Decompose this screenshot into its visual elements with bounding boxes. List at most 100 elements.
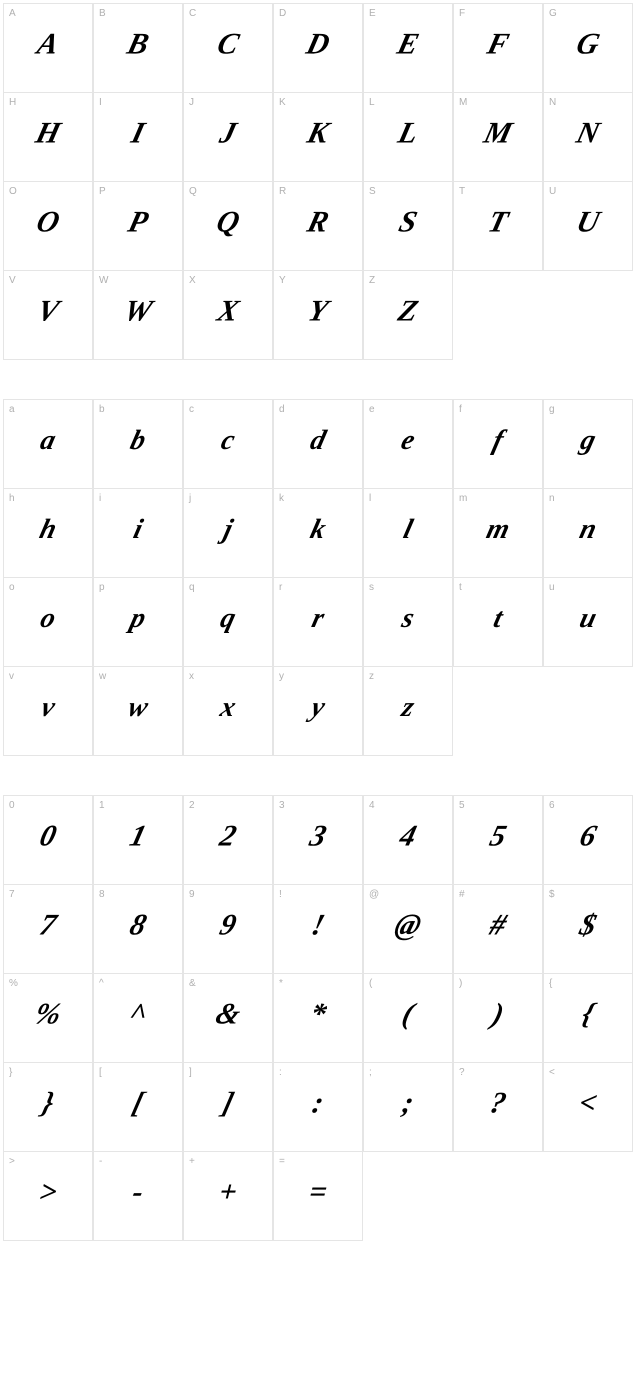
glyph-cell[interactable]: ^^ — [93, 973, 183, 1063]
glyph-label: X — [189, 275, 196, 286]
glyph-cell[interactable]: yy — [273, 666, 363, 756]
glyph-cell[interactable]: 77 — [3, 884, 93, 974]
glyph-cell[interactable]: %% — [3, 973, 93, 1063]
glyph-label: T — [459, 186, 465, 197]
glyph-label: z — [369, 671, 374, 682]
glyph-cell[interactable]: WW — [93, 270, 183, 360]
glyph-cell[interactable]: BB — [93, 3, 183, 93]
glyph-cell[interactable]: (( — [363, 973, 453, 1063]
glyph-cell[interactable]: tt — [453, 577, 543, 667]
glyph-cell[interactable]: OO — [3, 181, 93, 271]
glyph-cell[interactable]: 99 — [183, 884, 273, 974]
glyph-cell[interactable]: YY — [273, 270, 363, 360]
glyph-cell[interactable]: SS — [363, 181, 453, 271]
glyph-cell[interactable]: -- — [93, 1151, 183, 1241]
glyph-cell[interactable]: zz — [363, 666, 453, 756]
glyph-cell[interactable]: 55 — [453, 795, 543, 885]
glyph-cell[interactable]: EE — [363, 3, 453, 93]
glyph-cell[interactable]: 00 — [3, 795, 93, 885]
glyph-cell[interactable]: @@ — [363, 884, 453, 974]
glyph-cell[interactable]: ]] — [183, 1062, 273, 1152]
glyph-cell[interactable]: QQ — [183, 181, 273, 271]
glyph-cell[interactable]: pp — [93, 577, 183, 667]
glyph-cell[interactable]: TT — [453, 181, 543, 271]
glyph-cell[interactable]: NN — [543, 92, 633, 182]
glyph-cell[interactable]: XX — [183, 270, 273, 360]
glyph-display: d — [307, 425, 329, 457]
glyph-label: d — [279, 404, 285, 415]
glyph-cell[interactable]: nn — [543, 488, 633, 578]
glyph-cell[interactable]: xx — [183, 666, 273, 756]
glyph-cell[interactable]: ## — [453, 884, 543, 974]
glyph-cell[interactable]: UU — [543, 181, 633, 271]
glyph-cell[interactable]: )) — [453, 973, 543, 1063]
glyph-cell[interactable]: && — [183, 973, 273, 1063]
glyph-cell[interactable]: ii — [93, 488, 183, 578]
glyph-cell[interactable]: :: — [273, 1062, 363, 1152]
glyph-cell[interactable]: PP — [93, 181, 183, 271]
glyph-cell[interactable]: ** — [273, 973, 363, 1063]
glyph-cell[interactable]: mm — [453, 488, 543, 578]
glyph-cell[interactable]: uu — [543, 577, 633, 667]
glyph-cell[interactable]: AA — [3, 3, 93, 93]
glyph-cell[interactable]: GG — [543, 3, 633, 93]
glyph-label: p — [99, 582, 105, 593]
glyph-cell[interactable]: oo — [3, 577, 93, 667]
glyph-cell[interactable]: vv — [3, 666, 93, 756]
glyph-cell[interactable]: dd — [273, 399, 363, 489]
glyph-label: i — [99, 493, 101, 504]
glyph-cell[interactable]: kk — [273, 488, 363, 578]
glyph-cell[interactable]: ;; — [363, 1062, 453, 1152]
glyph-cell[interactable]: 22 — [183, 795, 273, 885]
glyph-display: Q — [213, 206, 243, 240]
glyph-cell[interactable]: !! — [273, 884, 363, 974]
glyph-cell[interactable]: ++ — [183, 1151, 273, 1241]
glyph-label: { — [549, 978, 552, 989]
glyph-cell[interactable]: HH — [3, 92, 93, 182]
glyph-cell[interactable]: ee — [363, 399, 453, 489]
glyph-cell[interactable]: gg — [543, 399, 633, 489]
glyph-cell[interactable]: bb — [93, 399, 183, 489]
glyph-label: } — [9, 1067, 12, 1078]
glyph-cell[interactable]: II — [93, 92, 183, 182]
glyph-cell[interactable]: LL — [363, 92, 453, 182]
glyph-cell[interactable]: $$ — [543, 884, 633, 974]
glyph-cell[interactable]: 44 — [363, 795, 453, 885]
glyph-display: C — [214, 28, 242, 62]
glyph-cell[interactable]: >> — [3, 1151, 93, 1241]
glyph-label: l — [369, 493, 371, 504]
glyph-cell[interactable]: 11 — [93, 795, 183, 885]
glyph-cell[interactable]: qq — [183, 577, 273, 667]
glyph-cell[interactable]: JJ — [183, 92, 273, 182]
glyph-cell[interactable]: [[ — [93, 1062, 183, 1152]
glyph-cell[interactable]: FF — [453, 3, 543, 93]
glyph-cell[interactable]: KK — [273, 92, 363, 182]
glyph-cell[interactable]: {{ — [543, 973, 633, 1063]
glyph-cell[interactable]: == — [273, 1151, 363, 1241]
glyph-cell[interactable]: ?? — [453, 1062, 543, 1152]
glyph-cell[interactable]: DD — [273, 3, 363, 93]
glyph-cell[interactable]: ll — [363, 488, 453, 578]
glyph-cell[interactable]: 88 — [93, 884, 183, 974]
glyph-cell[interactable]: MM — [453, 92, 543, 182]
glyph-cell[interactable]: ZZ — [363, 270, 453, 360]
glyph-cell[interactable]: jj — [183, 488, 273, 578]
glyph-cell[interactable]: CC — [183, 3, 273, 93]
glyph-cell[interactable]: << — [543, 1062, 633, 1152]
glyph-cell[interactable]: 66 — [543, 795, 633, 885]
glyph-cell[interactable]: cc — [183, 399, 273, 489]
glyph-cell[interactable]: ww — [93, 666, 183, 756]
glyph-cell[interactable]: 33 — [273, 795, 363, 885]
glyph-label: D — [279, 8, 286, 19]
glyph-cell[interactable]: aa — [3, 399, 93, 489]
glyph-cell[interactable]: RR — [273, 181, 363, 271]
glyph-cell[interactable]: ff — [453, 399, 543, 489]
glyph-cell[interactable]: hh — [3, 488, 93, 578]
glyph-cell[interactable]: rr — [273, 577, 363, 667]
glyph-display: N — [573, 117, 603, 151]
glyph-cell[interactable]: VV — [3, 270, 93, 360]
glyph-label: k — [279, 493, 284, 504]
glyph-cell[interactable]: }} — [3, 1062, 93, 1152]
glyph-cell[interactable]: ss — [363, 577, 453, 667]
glyph-display: s — [399, 603, 418, 635]
